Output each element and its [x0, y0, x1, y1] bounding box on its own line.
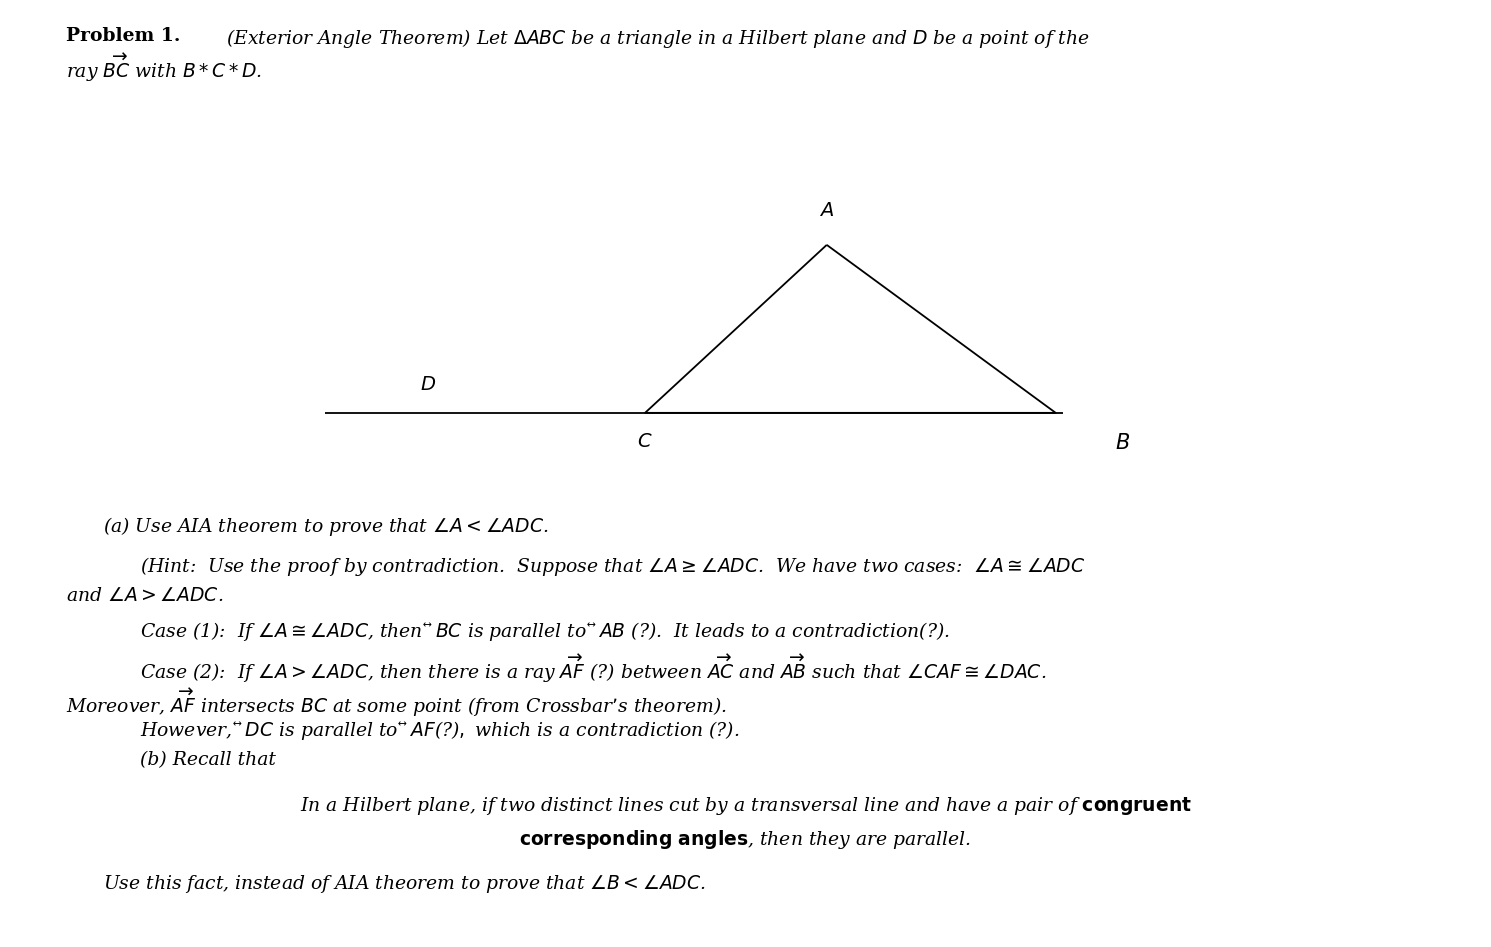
Text: $\mathbf{corresponding\ angles}$, then they are parallel.: $\mathbf{corresponding\ angles}$, then t…: [519, 828, 972, 851]
Text: In a Hilbert plane, if two distinct lines cut by a transversal line and have a p: In a Hilbert plane, if two distinct line…: [300, 795, 1191, 817]
Text: Moreover, $\overrightarrow{AF}$ intersects $BC$ at some point (from Crossbar’s t: Moreover, $\overrightarrow{AF}$ intersec…: [66, 687, 726, 719]
Text: Problem 1.: Problem 1.: [66, 27, 180, 45]
Text: (b) Recall that: (b) Recall that: [140, 752, 276, 770]
Text: (Hint:  Use the proof by contradiction.  Suppose that $\angle A \geq \angle ADC$: (Hint: Use the proof by contradiction. S…: [140, 555, 1085, 578]
Text: $B$: $B$: [1115, 434, 1130, 454]
Text: Use this fact, instead of AIA theorem to prove that $\angle B < \angle ADC$.: Use this fact, instead of AIA theorem to…: [103, 873, 705, 895]
Text: Case (2):  If $\angle A > \angle ADC$, then there is a ray $\overrightarrow{AF}$: Case (2): If $\angle A > \angle ADC$, th…: [140, 652, 1047, 685]
Text: and $\angle A > \angle ADC$.: and $\angle A > \angle ADC$.: [66, 587, 224, 605]
Text: (Exterior Angle Theorem) Let $\Delta ABC$ be a triangle in a Hilbert plane and $: (Exterior Angle Theorem) Let $\Delta ABC…: [225, 27, 1090, 50]
Text: However, $\overleftrightarrow{DC}$ is parallel to $\overleftrightarrow{AF}$(?)$,: However, $\overleftrightarrow{DC}$ is pa…: [140, 719, 740, 742]
Text: (a) Use AIA theorem to prove that $\angle A < \angle ADC$.: (a) Use AIA theorem to prove that $\angl…: [103, 515, 549, 539]
Text: Case (1):  If $\angle A \cong \angle ADC$, then $\overleftrightarrow{BC}$ is par: Case (1): If $\angle A \cong \angle ADC$…: [140, 620, 950, 643]
Text: $A$: $A$: [819, 202, 835, 220]
Text: ray $\overrightarrow{BC}$ with $B * C * D$.: ray $\overrightarrow{BC}$ with $B * C * …: [66, 52, 262, 84]
Text: $D$: $D$: [420, 376, 435, 394]
Text: $C$: $C$: [637, 434, 653, 452]
